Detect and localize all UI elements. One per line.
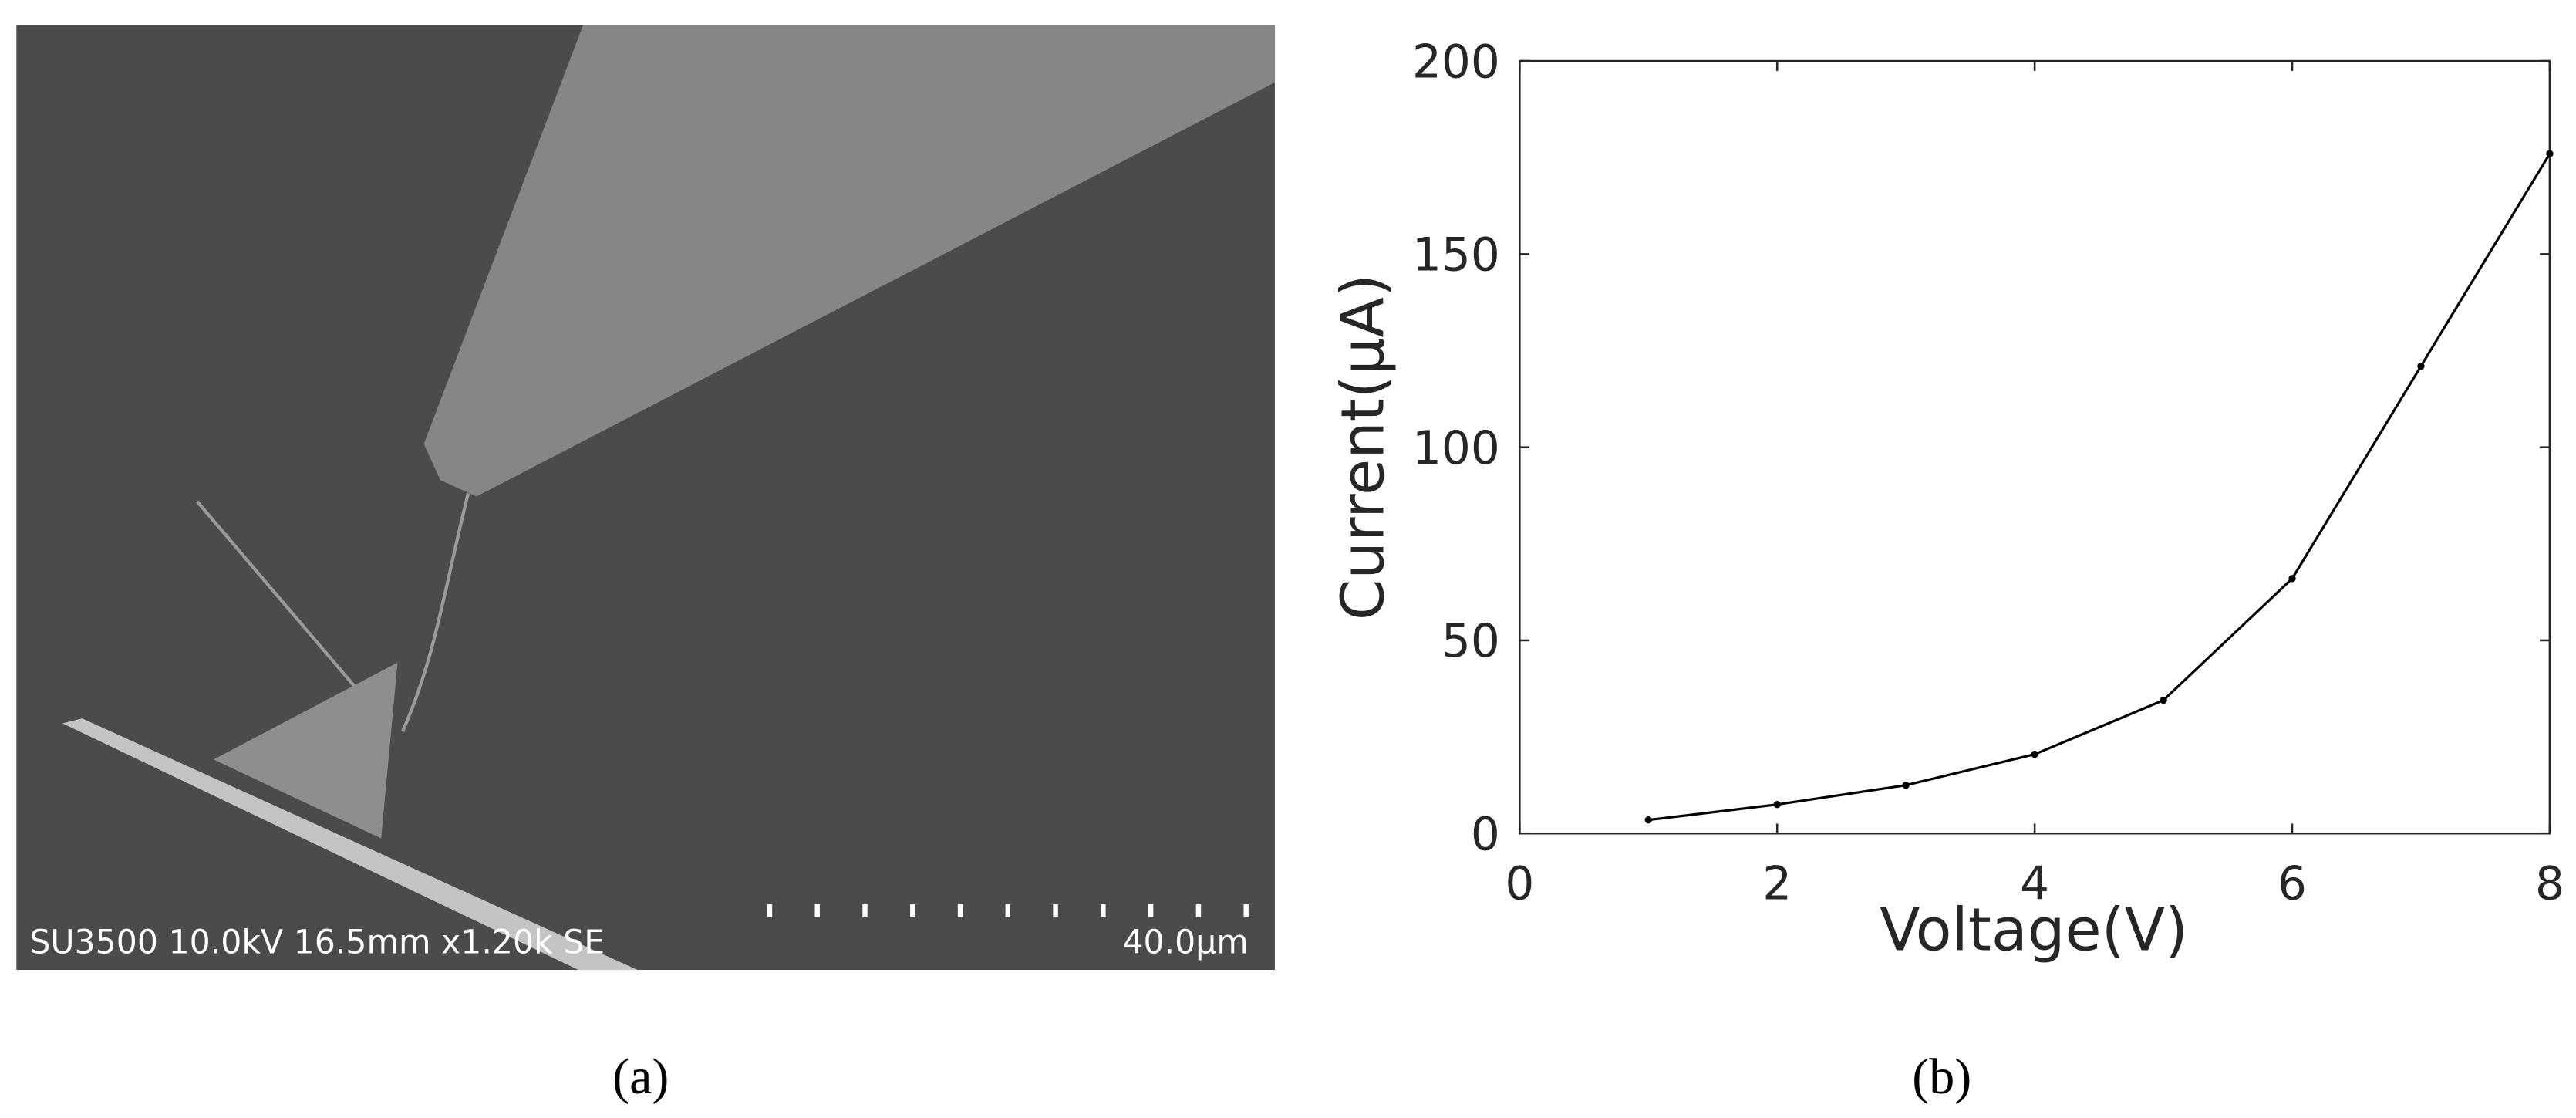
data-point bbox=[2031, 750, 2038, 758]
sem-image: SU3500 10.0kV 16.5mm x1.20k SE 40.0μm bbox=[16, 25, 1275, 971]
data-point bbox=[1773, 800, 1781, 809]
caption-b: (b) bbox=[1912, 1049, 1971, 1105]
x-tick-label: 2 bbox=[1762, 857, 1792, 910]
y-axis-label: Current(μA) bbox=[1330, 274, 1398, 620]
axes-frame bbox=[1519, 59, 2551, 835]
probe bbox=[423, 25, 1275, 497]
y-tick-label: 150 bbox=[1412, 229, 1500, 282]
y-tick-label: 200 bbox=[1412, 35, 1500, 89]
x-tick-label: 6 bbox=[2278, 857, 2307, 910]
data-point bbox=[1902, 781, 1910, 789]
data-point bbox=[2546, 150, 2554, 157]
sem-info: SU3500 10.0kV 16.5mm x1.20k SE bbox=[29, 924, 605, 962]
scale-dots bbox=[767, 904, 1249, 917]
x-axis-label: Voltage(V) bbox=[1880, 896, 2188, 964]
data-point bbox=[1644, 816, 1652, 824]
data-point bbox=[2417, 362, 2425, 370]
x-tick-label: 4 bbox=[2020, 857, 2049, 910]
x-tick-label: 8 bbox=[2535, 857, 2564, 910]
data-point bbox=[2288, 575, 2296, 583]
cantilever bbox=[62, 718, 638, 971]
data-line bbox=[1648, 153, 2551, 822]
caption-a: (a) bbox=[612, 1049, 669, 1105]
data-point bbox=[2160, 696, 2167, 704]
scale-bar-label: 40.0μm bbox=[1122, 924, 1248, 962]
tip bbox=[213, 662, 398, 839]
x-tick-label: 0 bbox=[1505, 857, 1534, 910]
y-tick-label: 50 bbox=[1441, 615, 1500, 668]
y-tick-label: 100 bbox=[1412, 422, 1500, 475]
y-tick-label: 0 bbox=[1471, 809, 1500, 862]
